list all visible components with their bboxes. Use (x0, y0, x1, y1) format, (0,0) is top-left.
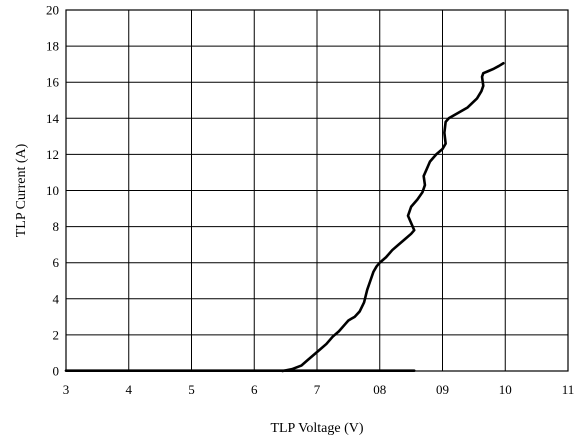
y-tick-label: 4 (53, 291, 60, 306)
y-tick-label: 10 (46, 183, 59, 198)
y-tick-label: 6 (53, 255, 60, 270)
x-tick-label: 3 (63, 382, 70, 397)
y-axis-title: TLP Current (A) (14, 143, 29, 237)
series-layer (64, 61, 505, 373)
x-tick-label: 6 (251, 382, 258, 397)
horizontal-gridlines (66, 9, 568, 372)
x-tick-label: 08 (373, 382, 386, 397)
y-tick-label: 20 (46, 3, 59, 18)
x-tick-label: 11 (562, 382, 575, 397)
series-line-2 (281, 61, 505, 373)
y-tick-label: 18 (46, 39, 59, 54)
y-tick-label: 2 (53, 327, 60, 342)
y-tick-label: 0 (53, 364, 60, 379)
x-tick-label: 09 (436, 382, 449, 397)
y-tick-label: 8 (53, 219, 60, 234)
x-tick-label: 10 (499, 382, 512, 397)
x-axis-title: TLP Voltage (V) (270, 421, 363, 436)
y-tick-label: 12 (46, 147, 59, 162)
x-tick-labels: 3 4 5 6 7 08 09 10 11 (63, 382, 575, 397)
x-tick-label: 7 (314, 382, 321, 397)
y-tick-labels: 0 2 4 6 8 10 12 14 16 18 20 (46, 3, 60, 379)
y-tick-label: 14 (46, 111, 60, 126)
x-tick-label: 5 (188, 382, 195, 397)
y-tick-label: 16 (46, 75, 60, 90)
x-tick-label: 4 (126, 382, 133, 397)
